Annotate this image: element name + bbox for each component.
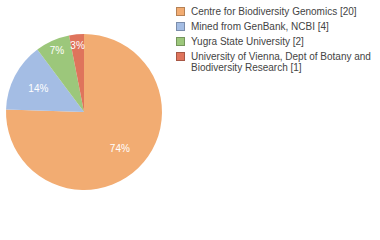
html-text:Mined from GenBank, NCBI [4]: Mined from GenBank, NCBI [4] (191, 21, 329, 32)
html-text:Yugra State University [2]: Yugra State University [2] (191, 36, 304, 47)
svg-text:3%: 3% (70, 40, 85, 51)
html-text:University of Vienna, Dept of: University of Vienna, Dept of Botany and… (191, 51, 371, 73)
html-text:Centre for Biodiversity Genomi: Centre for Biodiversity Genomics [20] (191, 6, 357, 17)
svg-text:7%: 7% (50, 45, 65, 56)
svg-text:14%: 14% (28, 83, 48, 94)
svg-text:74%: 74% (110, 143, 130, 154)
